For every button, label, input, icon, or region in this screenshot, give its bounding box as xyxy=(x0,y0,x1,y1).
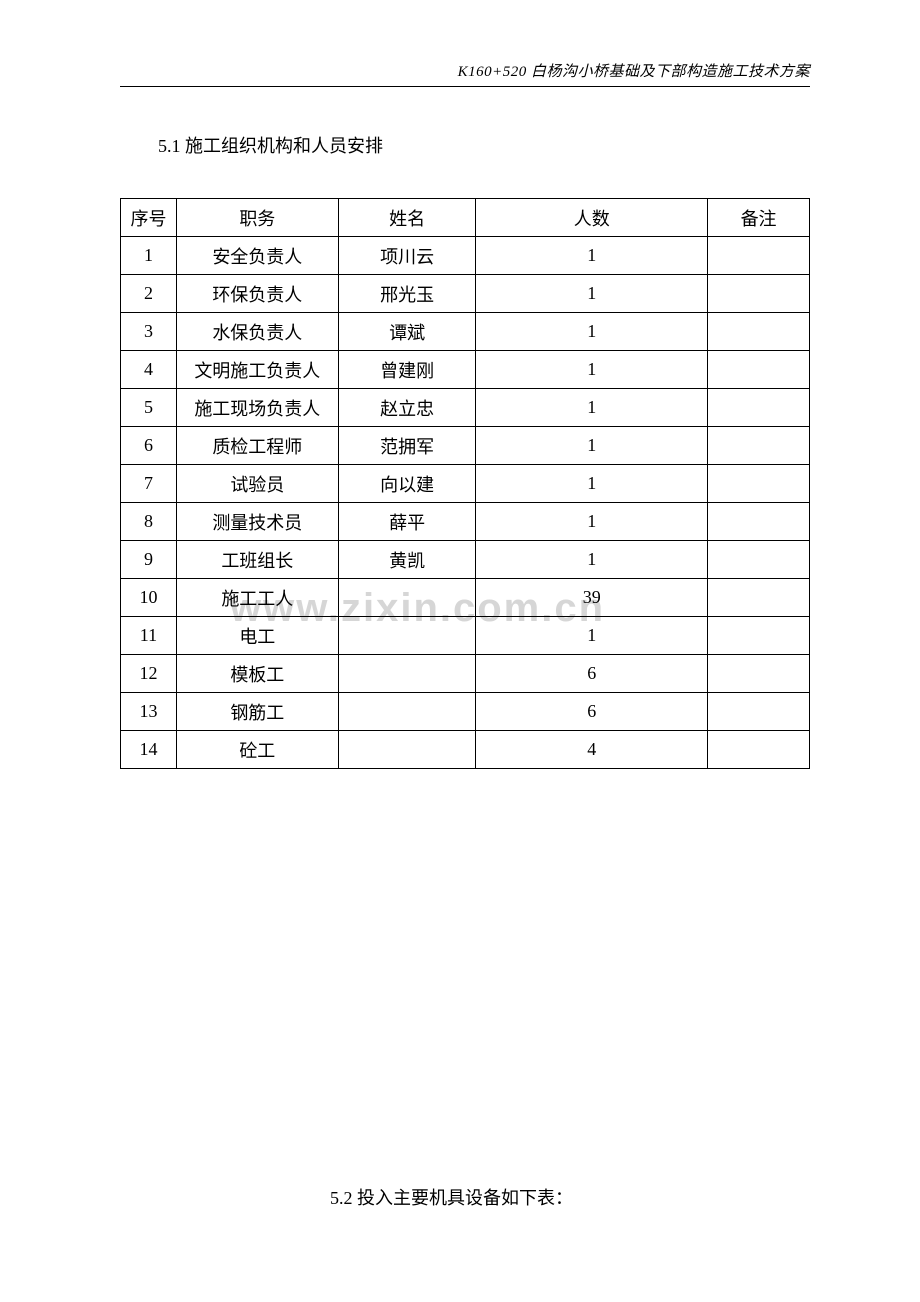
table-cell: 3 xyxy=(121,313,177,351)
table-cell xyxy=(708,655,810,693)
col-header-seq: 序号 xyxy=(121,199,177,237)
table-cell: 曾建刚 xyxy=(338,351,476,389)
table-header-row: 序号 职务 姓名 人数 备注 xyxy=(121,199,810,237)
table-cell xyxy=(338,693,476,731)
section-5-2-title: 5.2 投入主要机具设备如下表： xyxy=(330,1184,810,1210)
table-cell: 1 xyxy=(476,351,708,389)
table-cell: 8 xyxy=(121,503,177,541)
table-cell xyxy=(338,617,476,655)
col-header-count: 人数 xyxy=(476,199,708,237)
table-cell xyxy=(708,465,810,503)
table-cell: 范拥军 xyxy=(338,427,476,465)
table-cell xyxy=(708,503,810,541)
table-row: 10施工工人 39 xyxy=(121,579,810,617)
table-cell: 向以建 xyxy=(338,465,476,503)
table-cell: 邢光玉 xyxy=(338,275,476,313)
table-row: 6质检工程师范拥军1 xyxy=(121,427,810,465)
table-cell: 模板工 xyxy=(176,655,338,693)
table-cell: 1 xyxy=(121,237,177,275)
table-cell: 谭斌 xyxy=(338,313,476,351)
table-cell xyxy=(708,541,810,579)
section-5-1-title: 5.1 施工组织机构和人员安排 xyxy=(158,132,810,158)
personnel-table: 序号 职务 姓名 人数 备注 1安全负责人项川云12环保负责人邢光玉13水保负责… xyxy=(120,198,810,769)
table-cell: 施工工人 xyxy=(176,579,338,617)
table-row: 11电工 1 xyxy=(121,617,810,655)
table-cell: 文明施工负责人 xyxy=(176,351,338,389)
table-cell xyxy=(708,427,810,465)
table-row: 5施工现场负责人赵立忠1 xyxy=(121,389,810,427)
table-cell: 1 xyxy=(476,617,708,655)
table-cell: 项川云 xyxy=(338,237,476,275)
table-cell: 1 xyxy=(476,503,708,541)
table-cell: 13 xyxy=(121,693,177,731)
table-cell xyxy=(338,731,476,769)
table-cell xyxy=(708,579,810,617)
table-row: 13钢筋工 6 xyxy=(121,693,810,731)
table-cell: 施工现场负责人 xyxy=(176,389,338,427)
header-rule xyxy=(120,86,810,87)
col-header-name: 姓名 xyxy=(338,199,476,237)
table-cell: 黄凯 xyxy=(338,541,476,579)
page-header: K160+520 白杨沟小桥基础及下部构造施工技术方案 xyxy=(458,60,810,81)
table-cell xyxy=(338,655,476,693)
table-row: 12模板工 6 xyxy=(121,655,810,693)
table-cell: 电工 xyxy=(176,617,338,655)
table-cell: 6 xyxy=(476,655,708,693)
table-cell: 6 xyxy=(476,693,708,731)
table-cell: 砼工 xyxy=(176,731,338,769)
table-cell xyxy=(708,313,810,351)
col-header-remark: 备注 xyxy=(708,199,810,237)
table-cell: 10 xyxy=(121,579,177,617)
table-cell: 试验员 xyxy=(176,465,338,503)
table-cell: 1 xyxy=(476,237,708,275)
table-cell: 11 xyxy=(121,617,177,655)
table-row: 1安全负责人项川云1 xyxy=(121,237,810,275)
table-cell: 质检工程师 xyxy=(176,427,338,465)
table-cell: 7 xyxy=(121,465,177,503)
table-cell xyxy=(338,579,476,617)
table-cell xyxy=(708,237,810,275)
table-cell: 1 xyxy=(476,427,708,465)
table-cell: 薛平 xyxy=(338,503,476,541)
table-cell: 5 xyxy=(121,389,177,427)
table-cell: 12 xyxy=(121,655,177,693)
table-cell xyxy=(708,389,810,427)
table-cell: 9 xyxy=(121,541,177,579)
table-cell: 环保负责人 xyxy=(176,275,338,313)
table-cell: 安全负责人 xyxy=(176,237,338,275)
table-row: 9工班组长黄凯1 xyxy=(121,541,810,579)
table-row: 4文明施工负责人曾建刚1 xyxy=(121,351,810,389)
table-cell: 39 xyxy=(476,579,708,617)
table-cell: 工班组长 xyxy=(176,541,338,579)
table-cell xyxy=(708,275,810,313)
table-cell: 4 xyxy=(476,731,708,769)
table-cell xyxy=(708,351,810,389)
table-cell: 1 xyxy=(476,389,708,427)
table-cell: 4 xyxy=(121,351,177,389)
table-cell: 1 xyxy=(476,465,708,503)
table-row: 2环保负责人邢光玉1 xyxy=(121,275,810,313)
table-row: 14砼工 4 xyxy=(121,731,810,769)
table-body: 1安全负责人项川云12环保负责人邢光玉13水保负责人谭斌14文明施工负责人曾建刚… xyxy=(121,237,810,769)
table-cell: 钢筋工 xyxy=(176,693,338,731)
table-cell xyxy=(708,693,810,731)
table-cell: 测量技术员 xyxy=(176,503,338,541)
table-cell: 1 xyxy=(476,275,708,313)
table-row: 8测量技术员薛平1 xyxy=(121,503,810,541)
table-cell: 1 xyxy=(476,541,708,579)
table-cell xyxy=(708,731,810,769)
table-cell: 1 xyxy=(476,313,708,351)
table-cell: 14 xyxy=(121,731,177,769)
table-cell: 6 xyxy=(121,427,177,465)
table-cell: 2 xyxy=(121,275,177,313)
table-cell: 赵立忠 xyxy=(338,389,476,427)
table-cell xyxy=(708,617,810,655)
table-row: 3水保负责人谭斌1 xyxy=(121,313,810,351)
col-header-role: 职务 xyxy=(176,199,338,237)
table-cell: 水保负责人 xyxy=(176,313,338,351)
table-row: 7试验员向以建1 xyxy=(121,465,810,503)
